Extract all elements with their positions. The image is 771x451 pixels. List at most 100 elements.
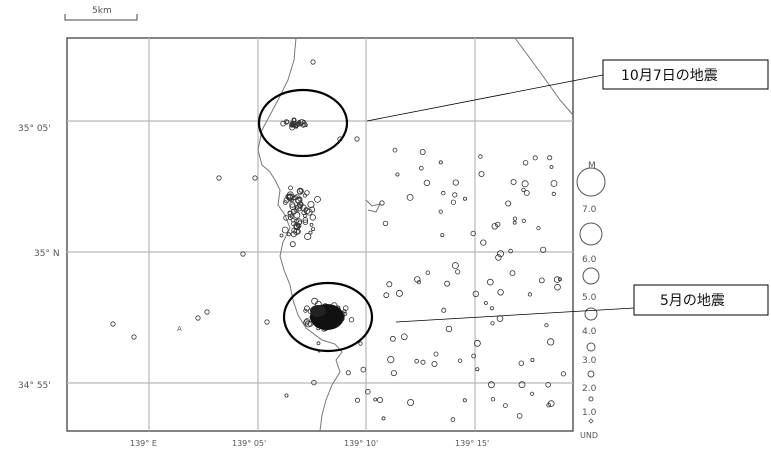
epicenter-marker (288, 185, 293, 191)
epicenter-marker (452, 179, 459, 186)
epicenter-marker (475, 367, 480, 372)
epicenter-marker (131, 334, 137, 340)
epicenter-marker (540, 246, 547, 253)
epicenter-marker (195, 315, 201, 321)
epicenter-marker (281, 226, 289, 234)
epicenter-marker (290, 231, 297, 238)
epicenter-marker (554, 283, 561, 291)
epicenter-marker (473, 339, 481, 347)
magnitude-legend: M 7.0 6.0 5.0 4.0 3.0 2.0 1.0 UND (576, 161, 606, 440)
epicenter-marker (433, 351, 439, 357)
epicenter-marker (406, 193, 414, 201)
epicenter-marker (264, 319, 270, 325)
epicenter-marker (311, 379, 317, 386)
epicenter-marker (407, 398, 415, 406)
epicenter-marker (505, 200, 512, 207)
epicenter-marker (530, 357, 535, 362)
epicenter-marker (240, 251, 246, 257)
epicenter-marker (354, 397, 360, 403)
epicenter-marker (521, 187, 526, 193)
epicenter-marker (395, 289, 403, 297)
epicenter-marker (296, 201, 304, 208)
epicenter-marker (508, 248, 513, 254)
epicenter-marker (450, 199, 456, 205)
epicenter-marker (550, 180, 558, 187)
epicenter-marker (478, 170, 485, 177)
epicenter-marker (431, 360, 438, 367)
epicenter-marker (291, 227, 297, 234)
epicenter-marker (518, 360, 524, 366)
epicenter-marker (414, 358, 420, 364)
epicenter-marker (293, 211, 301, 219)
legend-label-6: 6.0 (582, 255, 597, 265)
epicenter-marker (549, 165, 554, 169)
epicenter-marker (547, 338, 555, 346)
epicenter-marker (302, 219, 309, 225)
legend-title: M (588, 161, 596, 171)
epicenter-marker (532, 155, 538, 161)
lon-label-139-15: 139° 15' (455, 439, 489, 448)
epicenter-marker (317, 349, 321, 353)
epicenter-marker (553, 276, 561, 283)
epicenter-marker (451, 262, 459, 269)
epicenter-marker (478, 154, 483, 159)
epicenter-marker (304, 232, 312, 241)
epicenter-marker (345, 370, 351, 376)
map-frame (66, 37, 574, 432)
epicenter-marker (292, 118, 297, 123)
epicenter-marker (489, 306, 494, 311)
epicenter-marker (292, 123, 298, 129)
epicenter-marker (311, 227, 316, 232)
legend-label-5: 5.0 (582, 293, 597, 303)
epicenter-marker (545, 381, 551, 388)
epicenter-marker (462, 196, 467, 201)
epicenter-marker (472, 290, 479, 298)
epicenter-marker (381, 416, 386, 421)
epicenter-marker (310, 59, 316, 65)
epicenter-marker (560, 371, 567, 377)
epicenter-marker (354, 136, 360, 142)
epicenter-marker (294, 218, 299, 224)
epicenter-marker (288, 215, 293, 221)
epicenter-marker (486, 278, 494, 286)
epicenter-marker (544, 323, 549, 328)
epicenter-marker (521, 218, 526, 223)
epicenter-marker (487, 381, 495, 389)
epicenter-marker (293, 224, 299, 230)
callout-text-oct7: 10月7日の地震 (621, 68, 718, 84)
epicenter-marker (400, 333, 408, 341)
epicenter-marker (297, 220, 303, 225)
epicenter-marker (286, 193, 294, 201)
epicenter-marker (445, 325, 453, 333)
epicenter-marker (286, 232, 291, 237)
legend-label-2: 2.0 (582, 384, 597, 394)
epicenter-marker (383, 292, 390, 299)
epicenter-marker (298, 188, 304, 193)
lat-label-35-05: 35° 05' (18, 124, 51, 134)
epicenter-marker (419, 148, 426, 155)
epicenter-marker (316, 341, 321, 346)
callout-box-oct7: 10月7日の地震 (602, 59, 769, 90)
legend-label-3: 3.0 (582, 356, 597, 366)
epicenter-marker (538, 277, 545, 284)
scale-bar-label: 5km (92, 6, 112, 16)
epicenter-marker (423, 179, 431, 187)
callout-box-may: 5月の地震 (633, 284, 769, 316)
epicenter-marker (480, 239, 487, 246)
epicenter-marker (438, 160, 443, 165)
callout-leader-may (395, 307, 635, 323)
epicenter-marker (551, 191, 556, 196)
epicenter-marker (314, 195, 321, 203)
epicenter-marker (496, 250, 504, 258)
epicenter-marker (490, 321, 495, 326)
epicenter-marker (295, 204, 303, 212)
epicenter-marker (536, 226, 541, 231)
epicenter-marker (523, 190, 530, 196)
epicenter-marker (418, 166, 424, 171)
legend-label-4: 4.0 (582, 327, 597, 337)
epicenter-marker (309, 222, 314, 227)
epicenter-marker (522, 160, 529, 166)
epicenter-marker (282, 200, 288, 205)
epicenter-marker (521, 180, 529, 188)
